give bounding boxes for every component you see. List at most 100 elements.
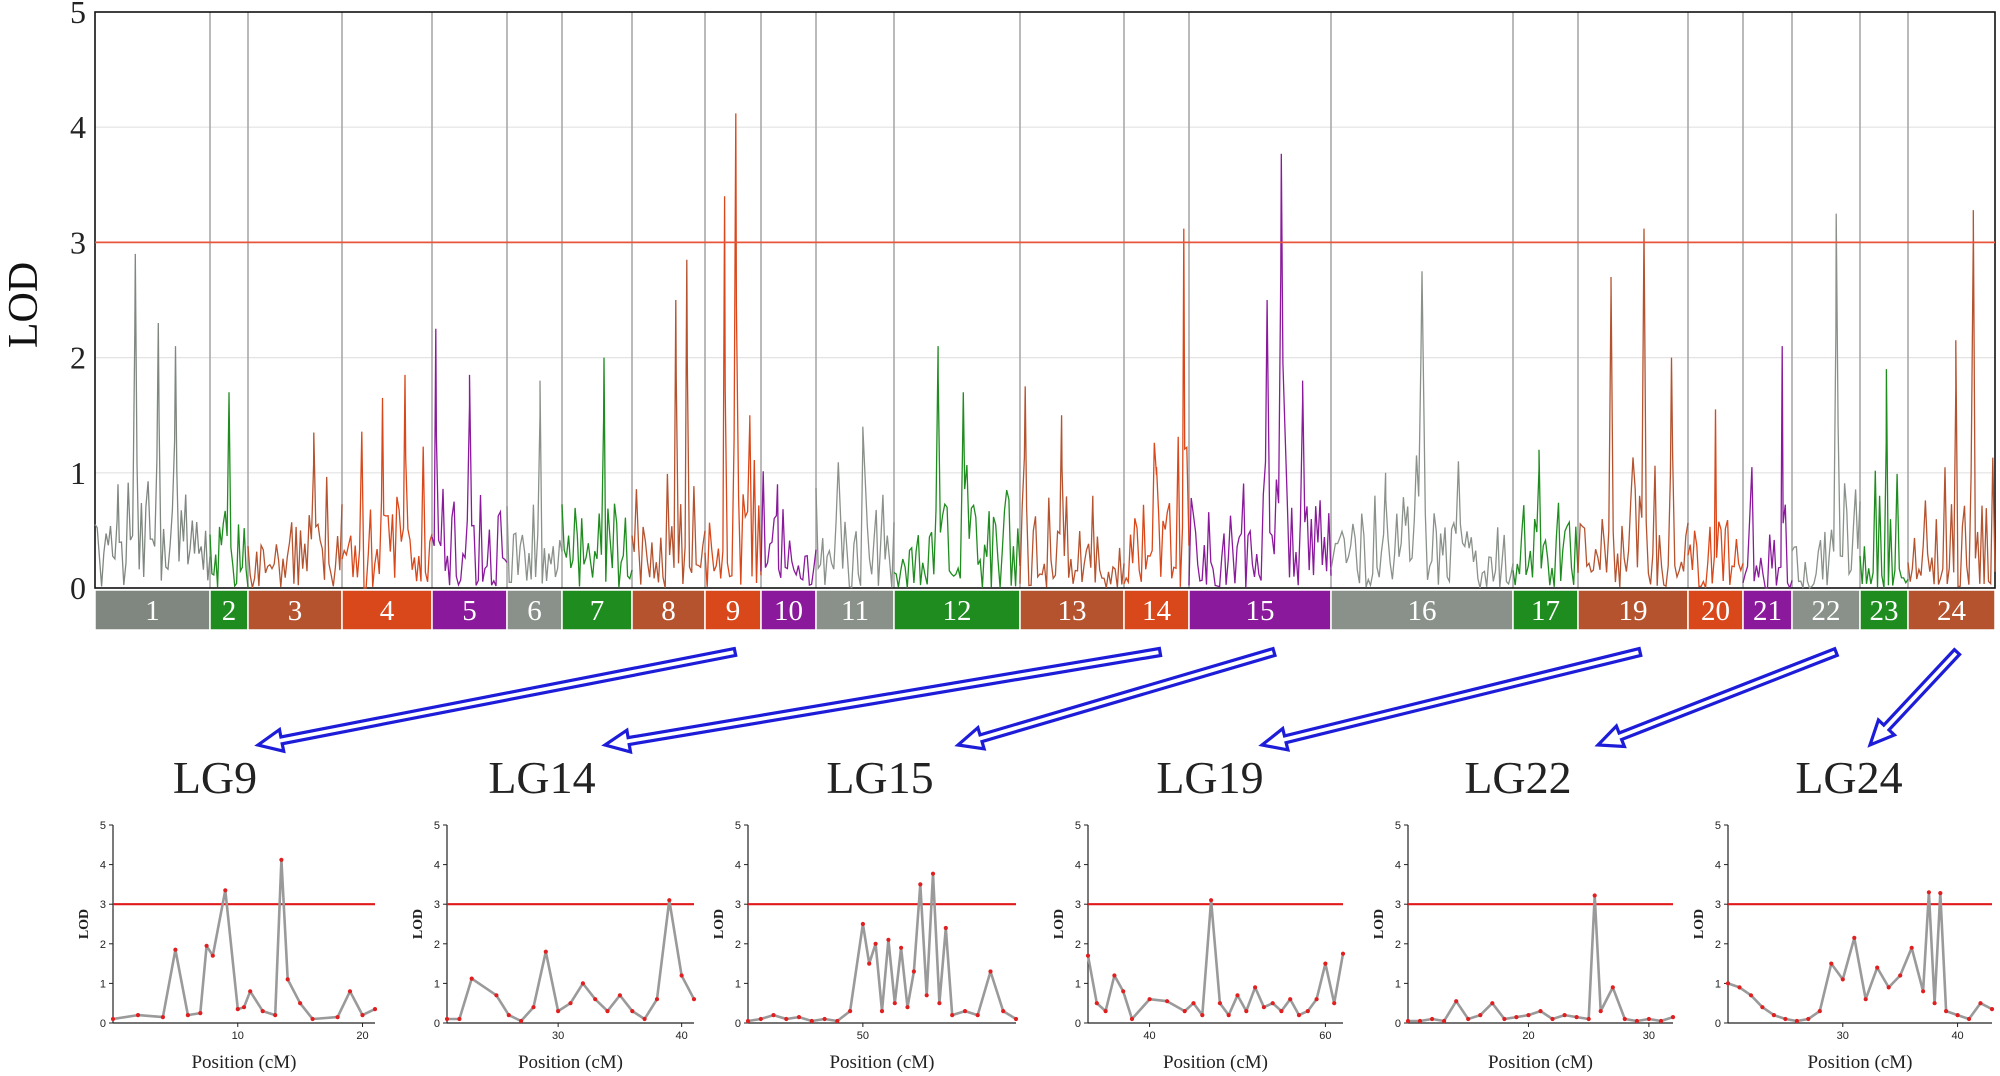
y-tick-label: 5 [1395, 820, 1401, 832]
x-tick-label: 50 [857, 1030, 869, 1042]
x-tick-label: 40 [676, 1030, 688, 1042]
lod-trace-lg14 [1123, 228, 1190, 587]
panel-LG24: LG24 0 1 2 3 4 5 30 40 LOD Position (cM) [1692, 752, 1995, 1073]
marker-point [1226, 1013, 1231, 1018]
lg-bar-4 [341, 589, 433, 631]
marker-point [310, 1016, 315, 1022]
marker-point [835, 1018, 840, 1024]
lg-label-8: 8 [661, 595, 676, 627]
y-tick-label: 5 [100, 820, 106, 832]
x-tick-label: 30 [1837, 1030, 1849, 1042]
marker-point [654, 997, 660, 1002]
marker-point [1191, 1001, 1196, 1006]
marker-point [605, 1009, 610, 1014]
y-tick-label: 3 [100, 899, 106, 911]
marker-point [1875, 965, 1880, 970]
marker-point [924, 993, 929, 998]
marker-point [911, 969, 917, 974]
lod-trace-lg23 [1859, 369, 1909, 589]
marker-point [1442, 1018, 1447, 1024]
marker-point [867, 961, 872, 966]
zoom-arrow-LG15 [954, 646, 1277, 751]
marker-point [745, 1018, 751, 1024]
marker-point [1454, 999, 1459, 1004]
marker-point [568, 1001, 573, 1006]
marker-point [1244, 1009, 1249, 1014]
marker-point [1526, 1013, 1531, 1018]
lg-label-9: 9 [726, 595, 741, 627]
lg-label-21: 21 [1753, 595, 1782, 627]
marker-point [593, 997, 598, 1002]
marker-point [1658, 1018, 1664, 1024]
marker-point [1296, 1013, 1302, 1018]
marker-point [519, 1018, 524, 1024]
marker-point [1794, 1018, 1799, 1024]
x-tick-label: 40 [1143, 1030, 1155, 1042]
y-tick-label: 3 [1075, 899, 1081, 911]
marker-point [1955, 1013, 1960, 1018]
marker-point [822, 1016, 827, 1022]
marker-point [210, 953, 215, 958]
marker-point [784, 1016, 789, 1022]
panel-x-label: Position (cM) [1163, 1052, 1268, 1073]
lg-label-24: 24 [1937, 595, 1967, 627]
lod-curve [1408, 894, 1674, 1023]
marker-point [1574, 1015, 1579, 1020]
y-tick-label: 2 [1715, 939, 1721, 951]
lod-trace-lg24 [1907, 210, 1996, 588]
y-tick-label: 1 [434, 978, 440, 990]
marker-point [667, 898, 672, 903]
marker-point [185, 1013, 190, 1018]
marker-point [1592, 893, 1597, 898]
lod-trace-lg1 [94, 253, 211, 587]
y-tick-label: 5 [434, 820, 440, 832]
lg-label-19: 19 [1619, 595, 1648, 627]
lg-label-11: 11 [841, 595, 869, 627]
marker-point [1085, 953, 1091, 958]
marker-point [873, 941, 878, 946]
lod-trace-lg4 [341, 374, 433, 589]
marker-point [962, 1009, 968, 1014]
marker-point [273, 1013, 278, 1018]
marker-point [937, 1001, 942, 1006]
marker-point [771, 1013, 776, 1018]
marker-point [372, 1007, 378, 1012]
panel-x-label: Position (cM) [1488, 1052, 1593, 1073]
y-tick-label: 4 [1715, 860, 1721, 872]
marker-point [543, 949, 548, 954]
lod-trace-lg15 [1188, 153, 1332, 588]
y-tick-label: 2 [70, 340, 86, 376]
lg-bar-24 [1907, 589, 1996, 631]
marker-point [918, 882, 923, 887]
lod-trace-lg6 [506, 380, 563, 584]
y-tick-label: 4 [434, 860, 440, 872]
marker-point [279, 857, 284, 862]
marker-point [1586, 1016, 1591, 1022]
y-tick-label: 3 [70, 224, 86, 260]
marker-point [494, 993, 499, 998]
zoom-arrow-LG22 [1594, 646, 1840, 749]
marker-point [860, 921, 866, 927]
y-tick-label: 0 [434, 1018, 440, 1030]
lod-curve [447, 898, 696, 1023]
marker-point [950, 1013, 955, 1018]
marker-point [1898, 973, 1903, 978]
zoom-arrow-LG9 [254, 646, 738, 754]
panel-x-label: Position (cM) [829, 1052, 934, 1073]
marker-point [1502, 1016, 1507, 1022]
y-tick-label: 3 [1395, 899, 1401, 911]
panel-title: LG24 [1795, 752, 1902, 803]
marker-point [1235, 993, 1240, 998]
marker-point [1417, 1018, 1423, 1024]
marker-point [1200, 1013, 1205, 1018]
lg-bar-1 [94, 589, 211, 631]
marker-point [1670, 1015, 1676, 1020]
marker-point [1806, 1016, 1811, 1022]
lod-trace-lg2 [209, 392, 249, 588]
y-tick-label: 5 [1715, 820, 1721, 832]
marker-point [1748, 993, 1754, 998]
lg-bar-3 [247, 589, 343, 631]
marker-point [1182, 1009, 1187, 1014]
marker-point [580, 981, 586, 986]
y-tick-label: 2 [434, 939, 440, 951]
